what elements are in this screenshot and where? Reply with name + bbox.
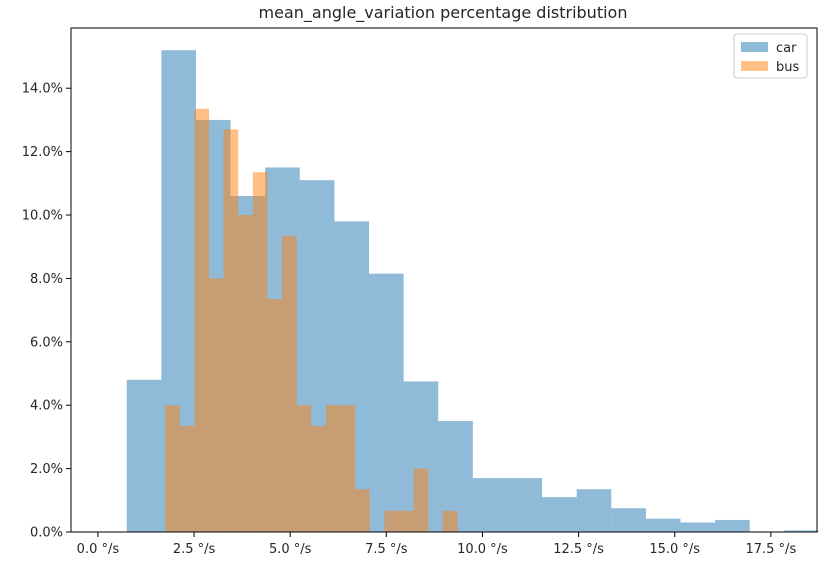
y-tick-label-2: 4.0% (30, 399, 63, 414)
bar-bus-5 (238, 215, 253, 533)
chart-title: mean_angle_variation percentage distribu… (259, 3, 628, 23)
x-tick-label-2: 5.0 °/s (269, 542, 312, 557)
legend-swatch-car (741, 42, 768, 52)
x-tick-label-3: 7.5 °/s (365, 542, 408, 557)
legend-label-car: car (776, 41, 797, 56)
bar-bus-13 (355, 489, 370, 532)
bar-bus-9 (296, 405, 312, 532)
bar-bus-15 (384, 510, 400, 532)
y-tick-label-7: 14.0% (22, 82, 63, 97)
y-axis: 0.0% 2.0% 4.0% 6.0% 8.0% 10.0% 12.0% 14.0% (22, 82, 71, 541)
bar-bus-12 (340, 405, 356, 532)
x-tick-label-0: 0.0 °/s (77, 542, 120, 557)
x-tick-label-6: 15.0 °/s (649, 542, 700, 557)
bar-bus-6 (252, 172, 268, 532)
y-tick-label-3: 6.0% (30, 335, 63, 350)
bar-bus-3 (209, 278, 224, 532)
bar-bus-0 (165, 405, 180, 532)
x-tick-label-5: 12.5 °/s (553, 542, 604, 557)
bar-car-17 (715, 519, 750, 532)
bar-car-0 (126, 379, 162, 532)
bars-layer (126, 50, 819, 533)
bar-car-14 (611, 508, 646, 532)
bar-bus-19 (442, 510, 458, 532)
bar-bus-4 (223, 129, 239, 532)
bar-bus-1 (179, 425, 195, 532)
bar-bus-7 (267, 299, 283, 532)
bar-car-19 (784, 530, 819, 532)
bar-car-16 (680, 522, 716, 532)
plot-frame (70, 27, 818, 533)
bar-car-13 (576, 489, 612, 532)
bar-bus-11 (325, 405, 341, 532)
y-tick-label-5: 10.0% (22, 209, 63, 224)
y-tick-label-6: 12.0% (22, 145, 63, 160)
legend: car bus (733, 33, 808, 79)
bar-bus-16 (399, 510, 414, 532)
legend-swatch-bus (741, 61, 768, 71)
bar-car-11 (507, 478, 543, 532)
x-axis: 0.0 °/s 2.5 °/s 5.0 °/s 7.5 °/s 10.0 °/s 12.5… (77, 532, 796, 557)
y-tick-label-4: 8.0% (30, 272, 63, 287)
bar-bus-17 (413, 468, 429, 532)
bar-bus-10 (311, 425, 326, 532)
x-tick-label-4: 10.0 °/s (457, 542, 508, 557)
bar-car-7 (369, 273, 404, 532)
bar-car-12 (542, 497, 577, 532)
bar-car-10 (472, 478, 508, 532)
bar-car-15 (645, 518, 681, 532)
x-tick-label-1: 2.5 °/s (173, 542, 216, 557)
x-tick-label-7: 17.5 °/s (745, 542, 796, 557)
bar-bus-8 (282, 235, 297, 533)
bar-bus-2 (194, 108, 210, 532)
y-tick-label-1: 2.0% (30, 462, 63, 477)
legend-label-bus: bus (776, 60, 799, 75)
y-tick-label-0: 0.0% (30, 526, 63, 541)
